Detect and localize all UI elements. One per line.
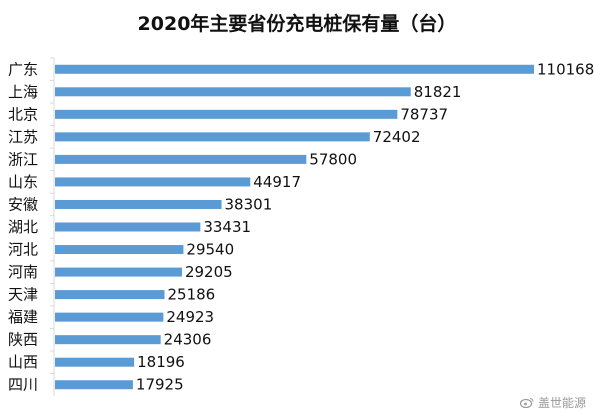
category-label: 湖北 <box>8 218 38 236</box>
bar <box>55 267 182 277</box>
bar <box>55 290 165 300</box>
bar <box>55 177 251 187</box>
watermark-text: 盖世能源 <box>537 396 586 410</box>
category-label: 河北 <box>8 241 38 259</box>
watermark: 盖世能源 <box>519 394 586 411</box>
data-label: 44917 <box>253 173 301 191</box>
category-label: 河南 <box>8 263 38 281</box>
bar <box>55 154 307 164</box>
data-label: 25186 <box>168 286 216 304</box>
data-label: 110168 <box>537 60 594 78</box>
data-label: 72402 <box>373 128 421 146</box>
bar <box>55 335 161 345</box>
data-label: 33431 <box>203 218 251 236</box>
data-label: 29540 <box>186 241 234 259</box>
chart-title: 2020年主要省份充电桩保有量（台） <box>137 13 457 35</box>
data-label: 24923 <box>166 308 214 326</box>
category-label: 北京 <box>8 105 38 123</box>
weibo-icon <box>519 398 534 408</box>
data-label: 38301 <box>225 195 273 213</box>
category-label: 山西 <box>8 353 38 371</box>
bar <box>55 357 135 367</box>
category-label: 陕西 <box>8 331 38 349</box>
category-label: 广东 <box>8 60 38 78</box>
category-label: 四川 <box>8 376 38 394</box>
data-label: 57800 <box>309 150 357 168</box>
category-label: 上海 <box>8 83 38 101</box>
data-label: 81821 <box>414 83 462 101</box>
data-label: 29205 <box>185 263 233 281</box>
data-label: 24306 <box>164 331 212 349</box>
category-label: 江苏 <box>8 128 38 146</box>
bar <box>55 245 184 255</box>
bar <box>55 312 164 322</box>
data-label: 17925 <box>136 376 184 394</box>
category-label: 安徽 <box>8 195 38 213</box>
bar <box>55 199 222 209</box>
category-label: 福建 <box>8 308 38 326</box>
bar <box>55 132 370 142</box>
category-label: 山东 <box>8 173 38 191</box>
category-label: 天津 <box>8 286 38 304</box>
data-label: 78737 <box>400 105 448 123</box>
bar <box>55 64 534 74</box>
category-label: 浙江 <box>8 150 38 168</box>
bar <box>55 87 411 97</box>
bar <box>55 109 398 119</box>
bar <box>55 222 201 232</box>
data-label: 18196 <box>137 353 185 371</box>
bar <box>55 380 133 390</box>
